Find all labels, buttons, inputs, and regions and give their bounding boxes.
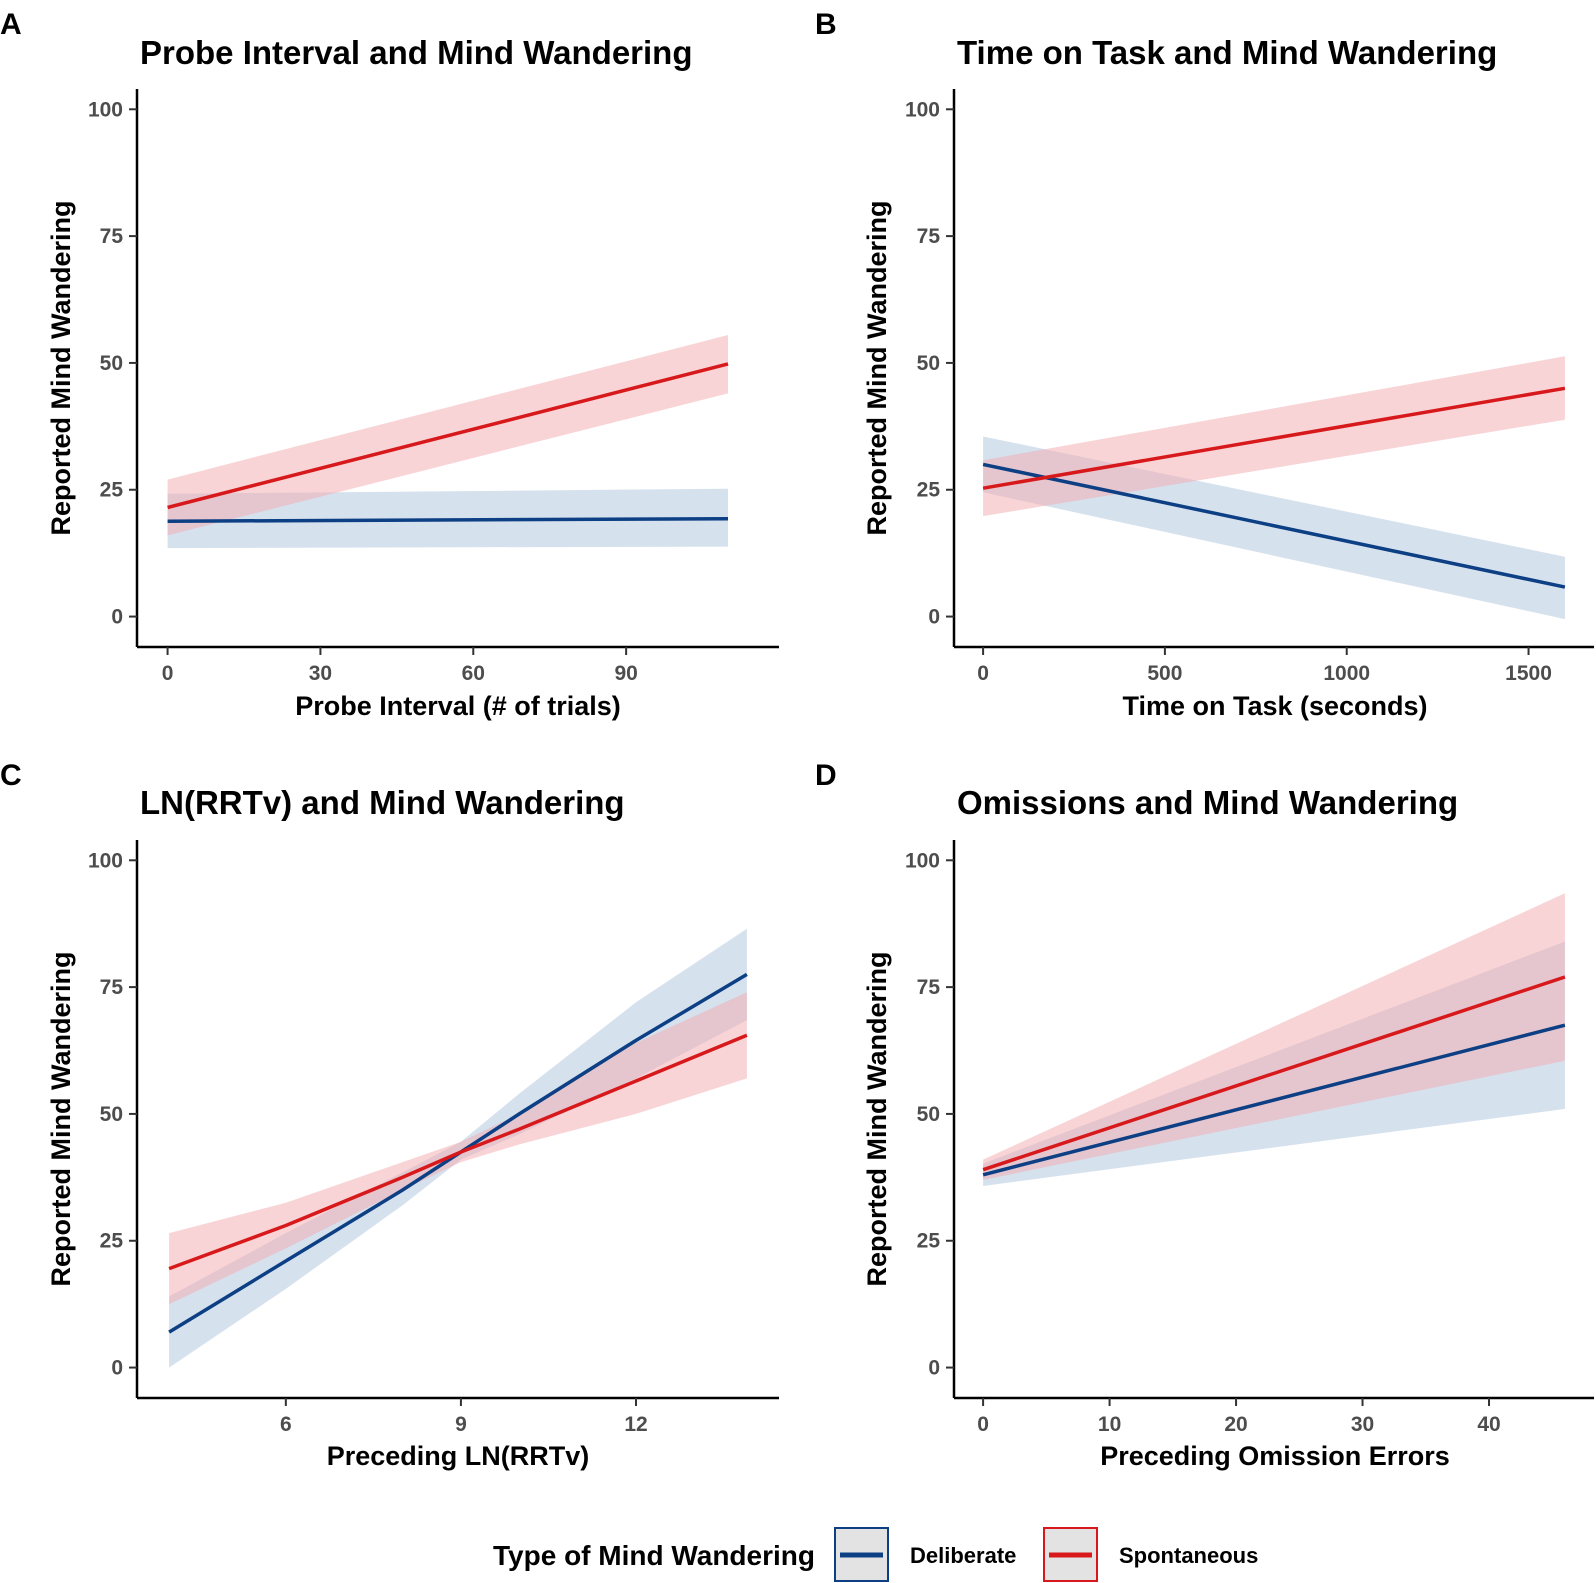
panel-a-y-tick-label: 25 <box>100 479 124 502</box>
legend-entry-deliberate: Deliberate <box>834 1527 1016 1582</box>
panel-b-marks <box>982 356 1566 620</box>
panel-d-x-tick-label: 10 <box>1098 1413 1121 1436</box>
panel-a-x-axis-title: Probe Interval (# of trials) <box>295 691 621 721</box>
panel-d-y-tick-label: 100 <box>905 849 940 872</box>
legend-title: Type of Mind Wandering <box>493 1540 815 1571</box>
panel-b-spontaneous-line <box>982 386 1566 490</box>
panel-c-marks <box>168 928 748 1368</box>
panel-letter-c: C <box>0 759 22 792</box>
panel-c: C LN(RRTv) and Mind Wandering 0 25 50 75 100… <box>0 759 779 1471</box>
panel-d: D Omissions and Mind Wandering 0 25 50 75 10… <box>815 759 1594 1471</box>
panel-c-x-tick-label: 9 <box>455 1413 467 1436</box>
panel-b-y-axis-title: Reported Mind Wandering <box>862 201 892 536</box>
legend-label-deliberate: Deliberate <box>910 1543 1016 1568</box>
panel-a-spontaneous-line <box>167 362 729 510</box>
panel-b-x-tick-label: 1500 <box>1505 662 1552 685</box>
legend: Type of Mind Wandering Deliberate Sponta… <box>493 1527 1258 1582</box>
panel-d-ticks: 0 25 50 75 100 0 10 20 30 40 <box>905 849 1501 1436</box>
panel-c-title: LN(RRTv) and Mind Wandering <box>140 784 625 821</box>
panel-d-deliberate-line <box>982 1023 1566 1177</box>
panel-b-spontaneous-ci-band <box>983 356 1565 517</box>
legend-label-spontaneous: Spontaneous <box>1119 1543 1258 1568</box>
panel-d-y-tick-label: 0 <box>928 1357 940 1380</box>
panel-b-deliberate-line <box>982 462 1566 589</box>
panel-d-x-axis-title: Preceding Omission Errors <box>1100 1441 1450 1471</box>
panel-c-y-tick-label: 75 <box>100 976 124 999</box>
panel-c-y-tick-label: 50 <box>100 1103 123 1126</box>
panel-c-y-tick-label: 25 <box>100 1230 124 1253</box>
panel-c-spontaneous-ci-band <box>169 992 747 1305</box>
panel-c-y-tick-label: 0 <box>111 1357 123 1380</box>
panel-c-spontaneous-line <box>168 1033 748 1271</box>
panel-a-title: Probe Interval and Mind Wandering <box>140 34 693 71</box>
panel-d-y-tick-label: 25 <box>917 1230 941 1253</box>
panel-b-y-tick-label: 25 <box>917 479 941 502</box>
panel-a-y-tick-label: 100 <box>88 98 123 121</box>
panel-d-title: Omissions and Mind Wandering <box>957 784 1458 821</box>
panel-b-title: Time on Task and Mind Wandering <box>957 34 1497 71</box>
panel-d-x-tick-label: 40 <box>1477 1413 1500 1436</box>
panel-b-x-tick-label: 0 <box>977 662 989 685</box>
panel-a-x-tick-label: 0 <box>162 662 174 685</box>
panel-letter-d: D <box>815 759 837 792</box>
panel-c-x-tick-label: 12 <box>624 1413 647 1436</box>
panel-d-x-tick-label: 0 <box>977 1413 989 1436</box>
panel-d-spontaneous-line <box>982 975 1566 1172</box>
panel-c-y-axis-title: Reported Mind Wandering <box>46 952 76 1287</box>
panel-b-y-tick-label: 0 <box>928 606 940 629</box>
panel-b-y-tick-label: 50 <box>917 352 940 375</box>
panel-b-x-axis-title: Time on Task (seconds) <box>1122 691 1427 721</box>
panel-a-x-tick-label: 30 <box>309 662 332 685</box>
panel-a-marks <box>167 335 729 549</box>
panel-a-y-tick-label: 75 <box>100 225 124 248</box>
panel-d-spontaneous-ci-band <box>983 893 1565 1180</box>
panel-a-y-axis-title: Reported Mind Wandering <box>46 201 76 536</box>
panel-a-deliberate-line <box>167 516 729 523</box>
legend-entry-spontaneous: Spontaneous <box>1043 1527 1258 1582</box>
panel-letter-a: A <box>0 8 22 41</box>
panel-c-x-tick-label: 6 <box>280 1413 292 1436</box>
panel-b-y-tick-label: 100 <box>905 98 940 121</box>
panel-b: B Time on Task and Mind Wandering 0 25 50 7… <box>815 8 1594 721</box>
panel-a-ticks: 0 25 50 75 100 0 30 60 90 <box>88 98 638 685</box>
panel-a-y-tick-label: 0 <box>111 606 123 629</box>
panel-letter-b: B <box>815 8 837 41</box>
panel-b-x-tick-label: 1000 <box>1323 662 1370 685</box>
panel-a-y-tick-label: 50 <box>100 352 123 375</box>
panel-a: A Probe Interval and Mind Wandering 0 25 5… <box>0 8 779 721</box>
panel-d-x-tick-label: 30 <box>1351 1413 1374 1436</box>
panel-a-x-tick-label: 60 <box>462 662 485 685</box>
panel-d-y-tick-label: 75 <box>917 976 941 999</box>
panel-c-ticks: 0 25 50 75 100 6 9 12 <box>88 849 648 1436</box>
panel-d-marks <box>982 893 1566 1186</box>
panel-d-x-tick-label: 20 <box>1224 1413 1247 1436</box>
panel-c-y-tick-label: 100 <box>88 849 123 872</box>
panel-d-y-tick-label: 50 <box>917 1103 940 1126</box>
panel-a-x-tick-label: 90 <box>614 662 637 685</box>
panel-b-y-tick-label: 75 <box>917 225 941 248</box>
panel-b-x-tick-label: 500 <box>1147 662 1182 685</box>
panel-d-y-axis-title: Reported Mind Wandering <box>862 952 892 1287</box>
panel-c-x-axis-title: Preceding LN(RRTv) <box>327 1441 590 1471</box>
